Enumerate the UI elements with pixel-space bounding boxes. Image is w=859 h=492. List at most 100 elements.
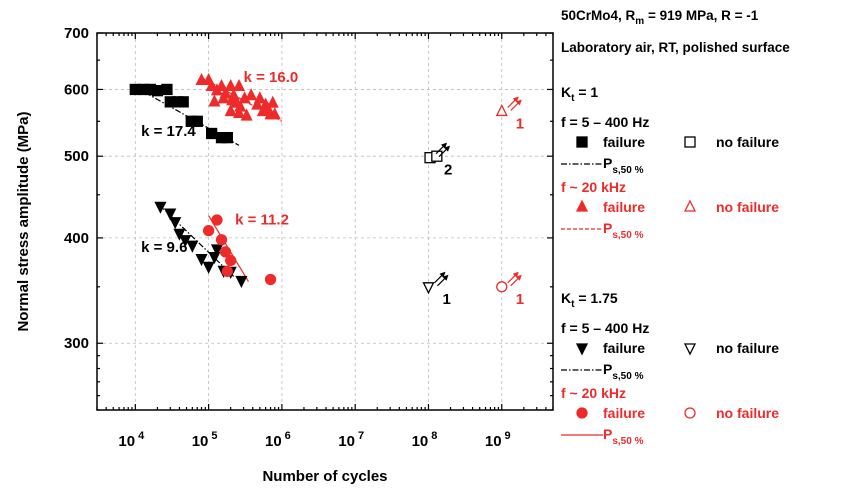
- runout-arrow-head: [515, 274, 522, 281]
- y-tick-label: 300: [64, 335, 89, 352]
- data-point: [240, 108, 253, 121]
- data-point: [191, 115, 203, 127]
- data-point: [224, 78, 237, 92]
- annotations: k = 17.4 k = 16.0 k = 11.2 k = 9.6: [141, 69, 298, 256]
- data-point: [169, 217, 182, 230]
- legend-kt-label: Kt = 1: [561, 84, 598, 104]
- data-point: [235, 275, 248, 289]
- plot-frame: [96, 32, 554, 411]
- data-point: [217, 91, 230, 104]
- data-point: [268, 107, 281, 120]
- axis-ticks: 10 4 10 5 10 6 10 7 10 8 10 9 300 400 500 600 700: [64, 25, 554, 450]
- data-point: [205, 127, 218, 140]
- runout-arrows: 2 1 1 1: [434, 96, 524, 308]
- x-tick-label: 10 9: [485, 430, 511, 450]
- data-point: [186, 240, 199, 253]
- legend-line-label: Ps,50 %: [603, 155, 644, 176]
- runout-count-label: 1: [516, 291, 524, 308]
- data-point: [264, 273, 277, 286]
- runout-count-label: 1: [442, 291, 450, 308]
- y-tick-label: 700: [64, 25, 89, 42]
- legend-frequency-label: f = 5 – 400 Hz: [561, 320, 649, 336]
- data-point: [219, 246, 232, 258]
- legend-failure-label: failure: [603, 340, 645, 356]
- data-point: [251, 97, 264, 110]
- legend-kt-label: Kt = 1.75: [561, 290, 618, 310]
- slope-annotation: k = 11.2: [235, 211, 289, 228]
- data-point: [195, 253, 208, 267]
- data-point: [154, 201, 167, 214]
- data-point: [205, 78, 218, 92]
- data-point: [253, 91, 266, 104]
- slope-annotation: k = 16.0: [244, 69, 299, 86]
- y-tick-label: 500: [64, 148, 89, 165]
- runout-arrow-head: [444, 145, 451, 152]
- legend-marker-no-failure: [683, 199, 697, 212]
- data-point: [422, 282, 435, 295]
- data-point: [232, 78, 246, 92]
- legend-no-failure-label: no failure: [716, 199, 779, 215]
- data-point: [496, 281, 508, 293]
- data-points: [129, 72, 508, 295]
- data-point: [161, 83, 173, 96]
- slope-annotation: k = 17.4: [141, 123, 196, 140]
- data-point: [215, 78, 228, 92]
- legend-no-failure-label: no failure: [716, 405, 779, 421]
- legend-marker-failure: [575, 199, 589, 212]
- legend-header-material: 50CrMo4, Rm = 919 MPa, R = -1: [561, 8, 759, 27]
- legend-no-failure-label: no failure: [716, 134, 779, 150]
- legend-marker-failure: [576, 407, 588, 419]
- legend-failure-label: failure: [603, 199, 645, 215]
- legend: 50CrMo4, Rm = 919 MPa, R = -1 Laboratory …: [561, 8, 790, 447]
- legend-header-conditions: Laboratory air, RT, polished surface: [561, 40, 790, 55]
- data-point: [202, 261, 215, 274]
- x-tick-label: 10 7: [338, 430, 364, 450]
- runout-arrow-head: [442, 274, 449, 281]
- x-tick-label: 10 8: [412, 430, 438, 450]
- data-point: [195, 72, 208, 86]
- legend-marker-no-failure: [683, 343, 697, 356]
- runout-arrow-head: [515, 99, 522, 106]
- data-point: [266, 95, 279, 108]
- data-point: [232, 105, 246, 119]
- legend-line-label: Ps,50 %: [603, 220, 644, 241]
- runout-count-label: 2: [444, 162, 452, 179]
- legend-frequency-label: f = 5 – 400 Hz: [561, 114, 649, 130]
- data-point: [431, 150, 443, 162]
- data-point: [177, 96, 189, 108]
- runout-count-label: 1: [516, 115, 524, 132]
- x-tick-label: 10 4: [118, 430, 145, 450]
- legend-marker-no-failure: [684, 136, 696, 148]
- data-point: [245, 88, 258, 101]
- y-tick-label: 600: [64, 81, 89, 98]
- data-point: [225, 254, 237, 267]
- data-point: [211, 214, 223, 226]
- data-point: [164, 208, 177, 221]
- data-point: [151, 85, 164, 97]
- legend-marker-failure: [576, 136, 588, 148]
- legend-line-label: Ps,50 %: [603, 361, 644, 382]
- legend-marker-no-failure: [684, 407, 696, 419]
- x-tick-label: 10 6: [265, 430, 291, 450]
- y-axis-label: Normal stress amplitude (MPa): [15, 111, 32, 331]
- data-point: [215, 234, 228, 246]
- legend-no-failure-label: no failure: [716, 340, 779, 356]
- data-point: [208, 94, 221, 107]
- legend-marker-failure: [575, 343, 589, 356]
- slope-annotation: k = 9.6: [141, 239, 187, 256]
- data-point: [210, 244, 224, 257]
- x-tick-label: 10 5: [192, 430, 218, 450]
- legend-failure-label: failure: [603, 405, 645, 421]
- x-axis-label: Number of cycles: [262, 468, 387, 485]
- legend-frequency-label: f ~ 20 kHz: [561, 179, 626, 195]
- data-point: [173, 228, 186, 241]
- y-tick-label: 400: [64, 230, 89, 247]
- data-point: [202, 225, 215, 237]
- legend-frequency-label: f ~ 20 kHz: [561, 385, 626, 401]
- legend-line-label: Ps,50 %: [603, 426, 644, 447]
- data-point: [221, 131, 233, 144]
- data-point: [221, 265, 233, 278]
- data-point: [495, 103, 508, 117]
- legend-failure-label: failure: [603, 134, 645, 150]
